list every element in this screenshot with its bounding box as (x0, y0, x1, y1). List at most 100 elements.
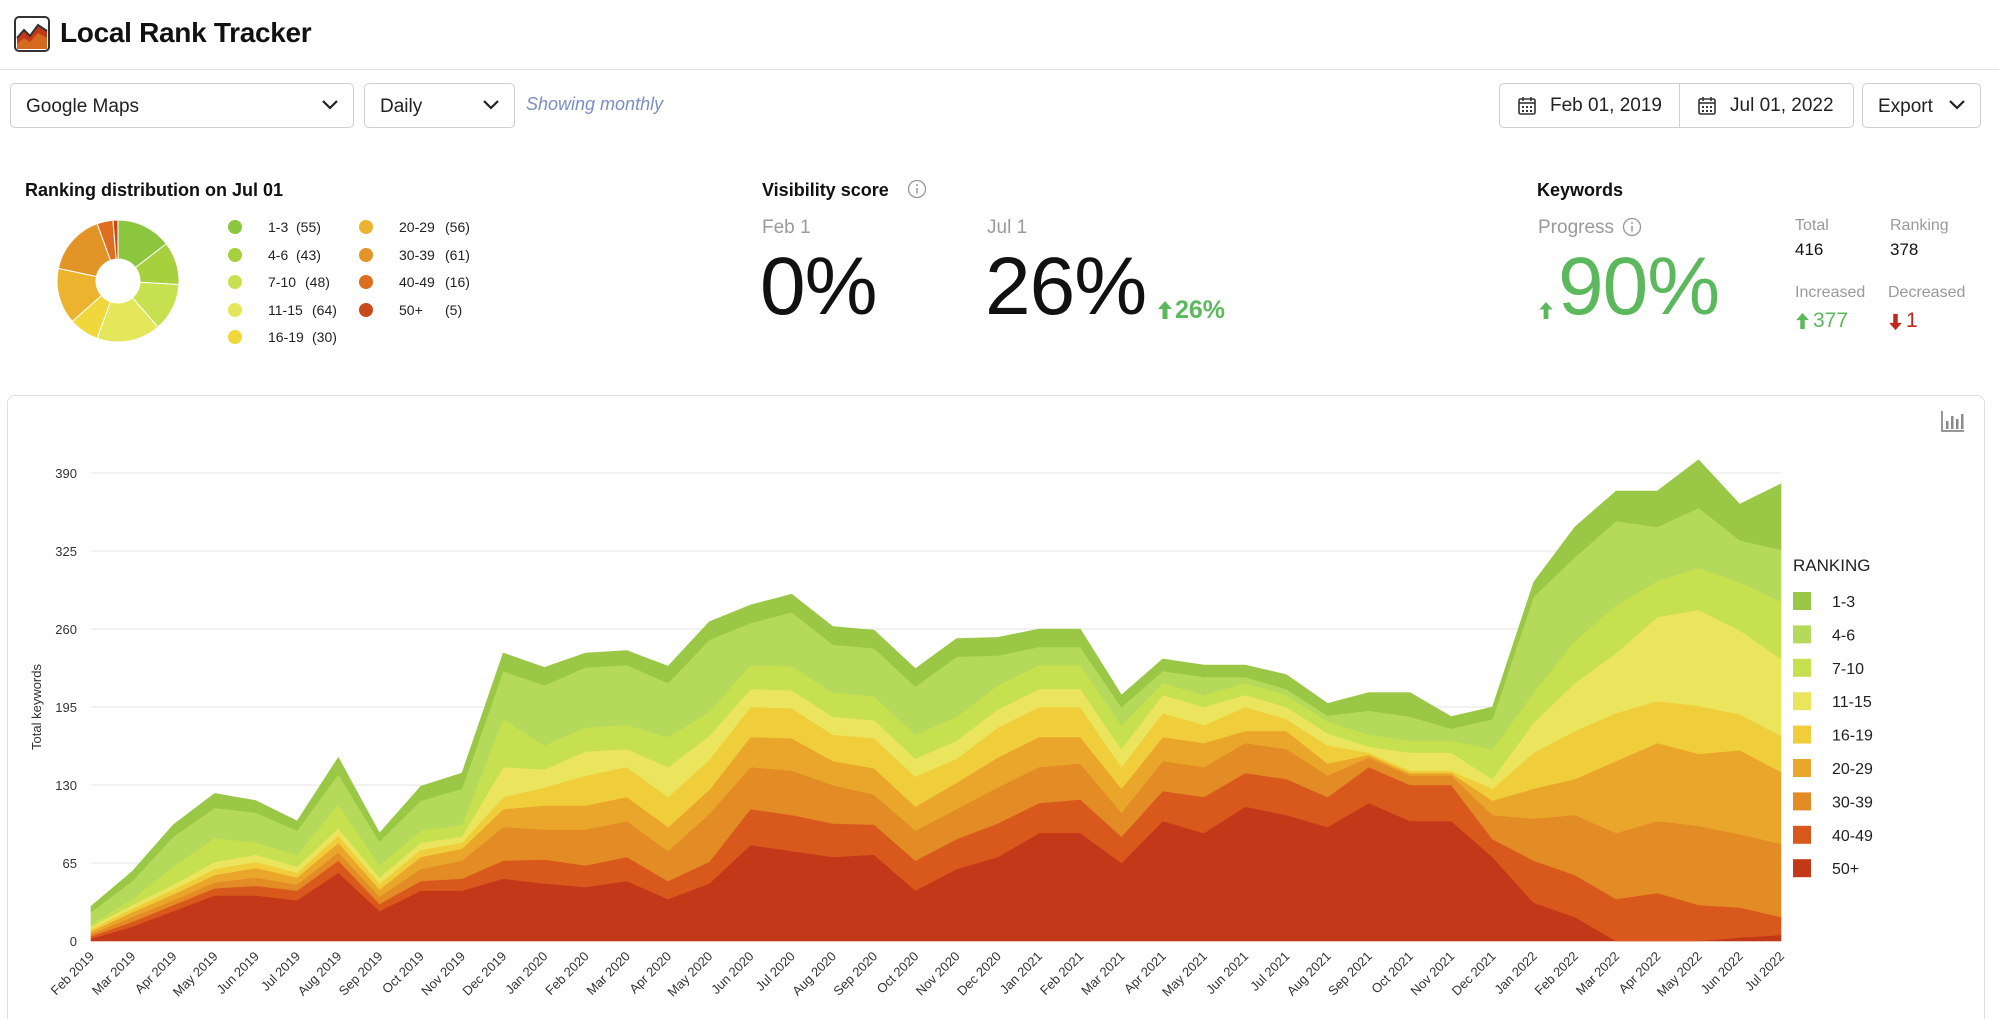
x-tick-label: Mar 2019 (89, 949, 138, 998)
legend-swatch (1793, 859, 1811, 878)
legend-swatch (1793, 692, 1811, 711)
legend-swatch (1793, 792, 1811, 811)
y-tick-label: 195 (55, 700, 77, 715)
legend-dot (228, 247, 242, 262)
arrow-up-icon (1539, 301, 1553, 320)
area-series-group (90, 459, 1782, 942)
legend-count-label: (56) (445, 219, 470, 235)
date-from-value: Feb 01, 2019 (1550, 95, 1662, 116)
app-title: Local Rank Tracker (60, 17, 312, 48)
legend-range-label: 20-29 (399, 219, 435, 235)
x-tick-label: Aug 2019 (294, 949, 344, 999)
date-range: Feb 01, 2019 Jul 01, 2022 (1499, 83, 1854, 128)
bar-chart-icon[interactable] (1941, 410, 1965, 432)
legend-count-label: (30) (312, 329, 337, 345)
date-to-field[interactable]: Jul 01, 2022 (1680, 84, 1854, 127)
x-tick-label: Jun 2022 (1697, 949, 1745, 997)
x-tick-label: Mar 2021 (1078, 949, 1127, 998)
legend-item-label: 11-15 (1832, 694, 1872, 711)
info-icon[interactable] (907, 179, 927, 199)
decreased-value: 1 (1906, 309, 1918, 332)
arrow-up-icon (1796, 312, 1809, 330)
x-tick-label: Dec 2020 (954, 949, 1004, 999)
chevron-down-icon (483, 100, 499, 110)
date-divider (1679, 84, 1680, 127)
ranking-donut-chart (56, 219, 180, 343)
legend-range-label: 50+ (399, 301, 423, 318)
visibility-delta: 26% (1175, 296, 1226, 324)
legend-range-label: 7-10 (268, 274, 297, 290)
decreased-label: Decreased (1888, 284, 1966, 301)
x-tick-label: Sep 2021 (1325, 949, 1375, 999)
legend-swatch (1793, 725, 1811, 744)
area-series-1-3 (90, 459, 1782, 913)
y-tick-label: 260 (55, 622, 77, 637)
x-tick-label: Sep 2020 (830, 949, 880, 999)
legend-swatch (1793, 825, 1811, 844)
x-tick-label: Sep 2019 (336, 949, 386, 999)
date-from-field[interactable]: Feb 01, 2019 (1500, 84, 1679, 127)
keywords-title: Keywords (1537, 180, 1624, 200)
app-header: Local Rank Tracker (0, 0, 1999, 70)
legend-count-label: (43) (296, 246, 321, 263)
visibility-to-label: Jul 1 (987, 217, 1028, 238)
x-tick-label: May 2021 (1159, 949, 1210, 1000)
legend-range-label: 40-49 (399, 274, 435, 290)
chevron-down-icon (322, 100, 338, 110)
legend-item-label: 1-3 (1832, 594, 1855, 611)
legend-count-label: (55) (296, 219, 321, 235)
legend-count-label: (48) (305, 274, 330, 290)
increased-label: Increased (1795, 284, 1866, 301)
x-tick-label: Feb 2020 (542, 949, 591, 998)
total-label: Total (1795, 217, 1829, 234)
legend-range-label: 11-15 (268, 301, 303, 318)
x-tick-label: Nov 2020 (913, 949, 963, 999)
date-to-value: Jul 01, 2022 (1730, 95, 1834, 116)
chart-card (7, 395, 1985, 1019)
visibility-title: Visibility score (762, 180, 889, 200)
export-button[interactable]: Export (1862, 83, 1981, 128)
legend-item-label: 7-10 (1832, 661, 1864, 678)
chart-logo-icon (14, 16, 50, 52)
legend-dot (359, 247, 373, 262)
arrow-down-icon (1889, 313, 1902, 331)
legend-swatch (1793, 625, 1811, 644)
legend-range-label: 30-39 (399, 246, 435, 263)
legend-title: RANKING (1793, 556, 1870, 575)
calendar-icon (1698, 97, 1716, 115)
showing-note: Showing monthly (526, 94, 664, 114)
legend-dot (228, 330, 242, 344)
legend-item-label: 20-29 (1832, 761, 1873, 778)
source-select-value: Google Maps (26, 96, 140, 117)
legend-range-label: 4-6 (268, 246, 289, 263)
ranking-value: 378 (1890, 240, 1919, 259)
legend-item-label: 40-49 (1832, 828, 1873, 845)
stacked-area-chart: 0 65 130 195 260 325 390 Total keywords Feb 2019… (29, 459, 1873, 1000)
legend-dot (359, 302, 373, 317)
donut-slice-50+ (112, 219, 119, 260)
x-tick-label: Jun 2021 (1203, 949, 1251, 997)
chart-legend: RANKING 1-3 4-6 7-10 11-15 16-19 20-29 30-39 40-… (1793, 556, 1873, 878)
legend-item-label: 30-39 (1832, 794, 1873, 811)
y-tick-label: 390 (55, 466, 77, 481)
x-tick-label: Nov 2021 (1407, 949, 1457, 999)
x-tick-label: Mar 2020 (584, 949, 633, 998)
x-tick-label: Feb 2021 (1037, 949, 1086, 998)
source-select[interactable]: Google Maps (10, 83, 354, 128)
y-tick-label: 130 (55, 778, 77, 793)
legend-range-label: 16-19 (268, 329, 304, 345)
frequency-select-value: Daily (380, 96, 423, 117)
x-tick-label: Mar 2022 (1573, 949, 1622, 998)
frequency-select[interactable]: Daily (364, 83, 515, 128)
legend-count-label: (64) (312, 301, 337, 318)
legend-item-label: 50+ (1832, 861, 1859, 878)
legend-swatch (1793, 658, 1811, 677)
info-icon[interactable] (1622, 217, 1642, 237)
increased-value: 377 (1813, 309, 1849, 332)
visibility-from-label: Feb 1 (762, 217, 811, 238)
legend-count-label: (16) (445, 274, 470, 290)
chevron-down-icon (1949, 100, 1965, 110)
x-tick-label: Feb 2019 (48, 949, 97, 998)
visibility-to-value: 26% (985, 241, 1147, 332)
x-tick-label: Dec 2019 (459, 949, 509, 999)
